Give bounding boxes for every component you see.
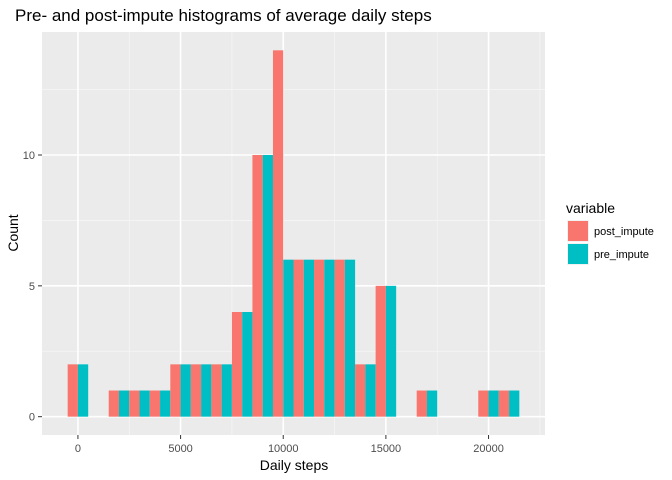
- x-axis-title: Daily steps: [260, 457, 328, 473]
- bar-post_impute: [211, 364, 222, 417]
- bar-post_impute: [231, 312, 243, 417]
- bar-post_impute: [416, 390, 427, 417]
- bar-pre_impute: [426, 390, 438, 417]
- legend-title: variable: [566, 200, 615, 216]
- bar-pre_impute: [365, 364, 376, 417]
- bar-pre_impute: [324, 259, 335, 417]
- bars: [67, 50, 520, 417]
- x-tick-label: 10000: [268, 443, 299, 455]
- x-tick-label: 5000: [168, 443, 192, 455]
- bar-post_impute: [67, 364, 78, 417]
- bar-post_impute: [334, 259, 345, 417]
- bar-post_impute: [314, 259, 325, 417]
- bar-pre_impute: [509, 390, 520, 417]
- bar-pre_impute: [262, 154, 273, 417]
- bar-pre_impute: [160, 390, 171, 417]
- bar-post_impute: [252, 154, 263, 417]
- legend-swatch-post_impute: [568, 221, 588, 241]
- bar-pre_impute: [118, 390, 130, 417]
- legend-label-pre_impute: pre_impute: [594, 249, 649, 261]
- bar-post_impute: [293, 259, 304, 417]
- y-tick-label: 5: [29, 281, 35, 293]
- bar-pre_impute: [180, 364, 191, 417]
- bar-pre_impute: [283, 259, 294, 417]
- bar-pre_impute: [77, 364, 89, 417]
- x-tick-label: 15000: [371, 443, 402, 455]
- bar-pre_impute: [488, 390, 499, 417]
- bar-pre_impute: [242, 312, 253, 417]
- bar-post_impute: [355, 364, 366, 417]
- bar-post_impute: [129, 390, 140, 417]
- y-axis-title: Count: [5, 214, 21, 251]
- bar-pre_impute: [303, 259, 315, 417]
- bar-pre_impute: [201, 364, 212, 417]
- y-tick-label: 10: [23, 150, 35, 162]
- x-axis: 0 5000 10000 15000 20000: [75, 435, 504, 455]
- legend: variable post_impute pre_impute: [566, 200, 654, 265]
- y-tick-label: 0: [29, 412, 35, 424]
- bar-pre_impute: [221, 364, 232, 417]
- bar-post_impute: [108, 390, 119, 417]
- bar-post_impute: [190, 364, 202, 417]
- bar-post_impute: [498, 390, 510, 417]
- bar-pre_impute: [385, 285, 397, 417]
- x-tick-label: 20000: [473, 443, 504, 455]
- y-axis: 0 5 10: [23, 150, 42, 424]
- chart-title: Pre- and post-impute histograms of avera…: [15, 6, 432, 25]
- bar-pre_impute: [139, 390, 150, 417]
- legend-swatch-pre_impute: [568, 244, 588, 264]
- bar-post_impute: [272, 50, 284, 417]
- bar-post_impute: [375, 285, 386, 417]
- bar-post_impute: [478, 390, 489, 417]
- bar-pre_impute: [344, 259, 356, 417]
- x-tick-label: 0: [75, 443, 81, 455]
- bar-post_impute: [170, 364, 181, 417]
- bar-post_impute: [149, 390, 161, 417]
- legend-label-post_impute: post_impute: [594, 226, 654, 238]
